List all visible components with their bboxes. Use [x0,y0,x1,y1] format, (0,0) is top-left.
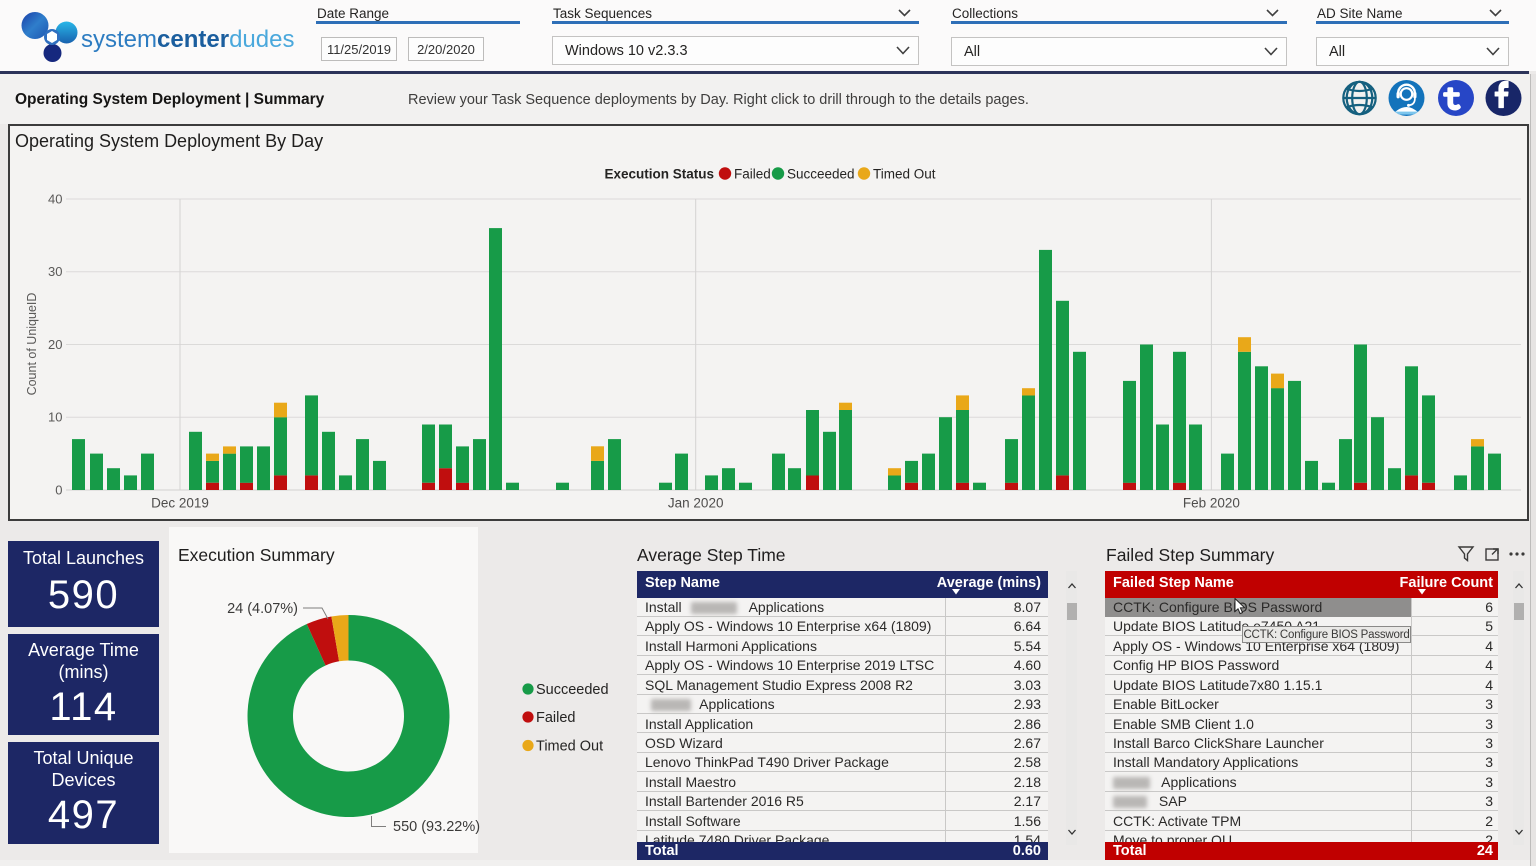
svg-text:30: 30 [48,264,62,279]
svg-text:10: 10 [48,410,62,425]
svg-text:Jan 2020: Jan 2020 [668,496,724,511]
svg-text:Failed: Failed [536,710,576,726]
svg-text:40: 40 [48,192,62,207]
svg-text:Succeeded: Succeeded [536,682,609,698]
svg-text:Timed Out: Timed Out [873,167,936,182]
svg-text:systemcenterdudes: systemcenterdudes [81,26,294,53]
svg-text:Succeeded: Succeeded [787,167,855,182]
svg-text:Dec 2019: Dec 2019 [151,496,209,511]
svg-text:20: 20 [48,337,62,352]
svg-text:Count of UniqueID: Count of UniqueID [25,293,39,396]
svg-text:Failed: Failed [734,167,771,182]
svg-text:Feb 2020: Feb 2020 [1183,496,1240,511]
svg-text:24 (4.07%): 24 (4.07%) [227,601,298,617]
svg-text:Execution Status: Execution Status [604,167,714,182]
svg-text:Timed Out: Timed Out [536,739,603,755]
svg-text:550 (93.22%): 550 (93.22%) [393,819,480,835]
svg-text:Operating System Deployment By: Operating System Deployment By Day [15,131,323,151]
svg-text:0: 0 [55,483,62,498]
